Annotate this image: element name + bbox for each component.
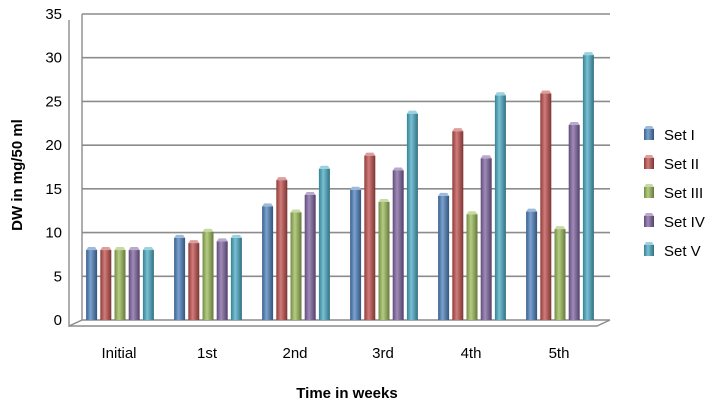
y-tick-label: 15 (45, 181, 62, 198)
bar (554, 226, 566, 320)
x-tick-label: 3rd (372, 345, 394, 362)
bar (174, 234, 186, 320)
y-axis-line (68, 14, 83, 328)
y-tick-label: 10 (45, 225, 62, 242)
legend-label: Set III (664, 185, 703, 202)
bar (378, 198, 390, 320)
bar (406, 110, 418, 320)
y-axis-title: DW in mg/50 ml (9, 119, 26, 231)
legend-label: Set V (664, 243, 701, 260)
y-tick-label: 25 (45, 93, 62, 110)
bar (392, 167, 404, 320)
bar (216, 238, 228, 320)
bar (452, 128, 464, 320)
x-axis-line (69, 319, 611, 327)
axes (68, 14, 611, 328)
bar (114, 247, 126, 320)
legend-swatch (644, 213, 654, 227)
bar (350, 186, 362, 320)
x-axis-title: Time in weeks (296, 385, 397, 402)
legend-item: Set V (644, 242, 701, 260)
legend-swatch (644, 184, 654, 198)
bars (86, 52, 594, 321)
legend-item: Set III (644, 184, 703, 202)
x-tick-label: Initial (101, 345, 136, 362)
bar (188, 240, 200, 320)
legend-label: Set IV (664, 214, 705, 231)
grid-lines (82, 13, 610, 321)
bar (86, 247, 98, 320)
bar (438, 192, 450, 320)
bar (276, 177, 288, 320)
bar (142, 247, 154, 320)
bar (568, 122, 580, 320)
bar (304, 191, 316, 320)
legend-label: Set I (664, 127, 695, 144)
legend-label: Set II (664, 156, 699, 173)
legend: Set I Set II Set III Set IV Set V (644, 126, 705, 260)
y-tick-label: 5 (54, 268, 62, 285)
bar (466, 211, 478, 320)
legend-item: Set IV (644, 213, 705, 231)
y-tick-label: 35 (45, 6, 62, 23)
legend-item: Set II (644, 155, 699, 173)
bar (480, 155, 492, 320)
x-tick-label: 2nd (282, 345, 307, 362)
legend-item: Set I (644, 126, 695, 144)
bar (128, 247, 140, 320)
y-tick-labels: 0 5 10 15 20 25 30 35 (45, 6, 62, 329)
y-tick-label: 0 (54, 312, 62, 329)
bar (202, 228, 214, 320)
bar (526, 208, 538, 320)
bar (494, 92, 506, 321)
legend-swatch (644, 155, 654, 169)
bar (582, 52, 594, 320)
bar (262, 203, 274, 320)
y-tick-label: 20 (45, 137, 62, 154)
legend-swatch (644, 126, 654, 140)
bar (540, 90, 552, 320)
y-tick-label: 30 (45, 50, 62, 67)
x-tick-labels: Initial 1st 2nd 3rd 4th 5th (101, 345, 569, 362)
bar (100, 247, 112, 320)
bar (364, 152, 376, 320)
x-tick-label: 5th (549, 345, 570, 362)
bar (290, 209, 302, 320)
legend-swatch (644, 242, 654, 256)
bar (318, 165, 330, 320)
x-tick-label: 4th (461, 345, 482, 362)
bar (230, 234, 242, 320)
x-tick-label: 1st (197, 345, 218, 362)
